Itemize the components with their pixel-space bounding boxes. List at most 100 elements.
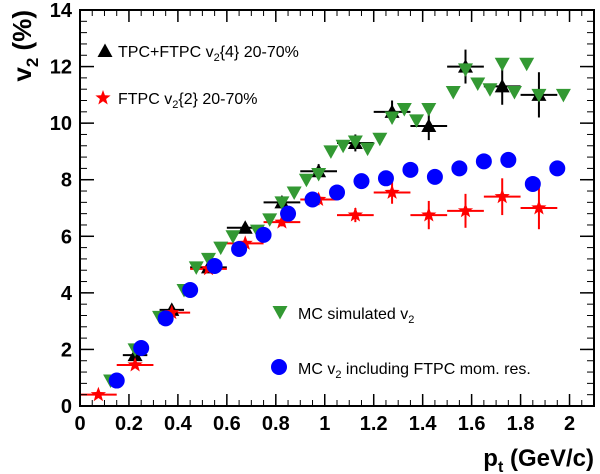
point-mcsim-18 (372, 132, 388, 147)
legend-label-mcres-pre: MC v (298, 361, 335, 378)
point-mcsim-28 (506, 86, 522, 100)
legend-label-mcres-post: including FTPC mom. res. (341, 361, 530, 378)
point-mcsim-16 (347, 135, 363, 150)
legend-label-ftpc-pre: FTPC v (118, 91, 172, 108)
legend-symbol-mcres (271, 359, 287, 375)
point-mcsim-15 (335, 139, 351, 154)
legend-symbol-ftpc (95, 90, 111, 105)
y-tick-label-6: 12 (50, 57, 72, 79)
y-tick-label-0: 0 (61, 396, 72, 418)
axis-ticks (79, 9, 595, 407)
point-mcsim-24 (458, 63, 473, 77)
x-tick-label-0: 0 (74, 413, 85, 435)
point-mcsim-31 (555, 88, 571, 103)
legend-label-tpc-post: {4} 20-70% (220, 44, 299, 61)
point-ftpc-8 (384, 184, 400, 199)
y-axis-title: v2 (%) (7, 10, 42, 82)
point-mcsim-14 (323, 145, 339, 159)
point-mcres-0 (108, 372, 125, 389)
point-mcsim-27 (494, 57, 510, 72)
x-tick-label-8: 1.6 (458, 413, 486, 435)
point-mcsim-23 (445, 86, 461, 100)
point-mcsim-7 (225, 230, 241, 244)
point-mcres-2 (157, 310, 174, 327)
legend-symbol-tpc (97, 43, 113, 57)
point-mcsim-11 (286, 186, 302, 200)
y-axis-title-main: v (7, 67, 37, 82)
legend-label-ftpc-sub: 2 (172, 99, 178, 111)
legend-label-ftpc-post: {2} 20-70% (178, 91, 257, 108)
point-ftpc-7 (347, 207, 363, 222)
point-mcres-11 (377, 170, 394, 187)
x-tick-label-9: 1.8 (507, 413, 535, 435)
point-mcsim-5 (201, 252, 216, 267)
data-markers (90, 57, 571, 402)
tick-labels: 0 0.2 0.4 0.6 0.8 1 1.2 1.4 1.6 1.8 2 0 2 4 6 8 10 12 14 (50, 0, 575, 435)
legend-label-tpc: TPC+FTPC v2{4} 20-70% (118, 44, 299, 64)
x-tick-label-4: 0.8 (262, 413, 290, 435)
point-mcsim-19 (384, 111, 400, 125)
point-mcsim-17 (360, 142, 376, 157)
legend-label-mcsim-pre: MC simulated v (298, 306, 408, 323)
point-mcres-15 (475, 153, 492, 170)
legend-marker-tpc (97, 43, 113, 57)
point-tpc-3 (237, 220, 253, 234)
point-mcsim-22 (421, 103, 437, 117)
x-tick-label-3: 0.6 (213, 413, 241, 435)
point-mcres-3 (182, 282, 199, 299)
legend-label-mcres: MC v2 including FTPC mom. res. (298, 361, 531, 381)
y-axis-title-rest: (%) (7, 10, 37, 58)
point-ftpc-12 (531, 200, 547, 215)
point-mcres-6 (255, 226, 272, 243)
point-ftpc-9 (421, 207, 437, 222)
legend-label-mcsim-sub: 2 (408, 314, 414, 326)
legend-marker-ftpc (95, 90, 111, 105)
point-mcsim-12 (298, 173, 314, 188)
legend-label-mcres-sub: 2 (335, 369, 341, 381)
point-mcres-5 (231, 241, 248, 258)
point-mcsim-10 (274, 196, 290, 210)
x-tick-label-6: 1.2 (360, 413, 388, 435)
point-ftpc-11 (494, 188, 510, 204)
y-tick-label-4: 8 (61, 170, 72, 192)
y-tick-label-1: 2 (61, 339, 72, 361)
point-mcres-7 (280, 205, 297, 222)
point-mcres-18 (549, 160, 566, 177)
x-axis-title-sub: t (498, 459, 504, 474)
legend-marker-mcsim (272, 306, 288, 320)
point-tpc-8 (421, 118, 437, 132)
point-mcsim-6 (213, 241, 229, 256)
y-tick-label-5: 10 (50, 113, 72, 135)
point-mcsim-26 (482, 83, 498, 97)
x-tick-label-1: 0.2 (115, 413, 143, 435)
plot-frame (79, 9, 595, 407)
y-tick-label-7: 14 (50, 0, 73, 22)
legend-entry-mcsim: MC simulated v2 (272, 306, 414, 326)
x-tick-label-5: 1 (319, 413, 330, 435)
point-mcsim-13 (311, 168, 327, 182)
point-ftpc-10 (457, 202, 474, 218)
point-tpc-10 (494, 78, 510, 93)
point-ftpc-4 (237, 235, 253, 250)
point-mcsim-21 (409, 114, 425, 128)
point-mcres-9 (329, 184, 345, 201)
point-mcsim-25 (470, 77, 486, 92)
legend-entry-ftpc: FTPC v2{2} 20-70% (95, 90, 258, 111)
legend-entry-mcres: MC v2 including FTPC mom. res. (271, 359, 531, 381)
point-mcres-12 (402, 161, 419, 178)
legend: TPC+FTPC v2{4} 20-70% FTPC v2{2} 20-70% … (95, 43, 531, 381)
x-tick-label-2: 0.4 (164, 413, 193, 435)
x-tick-label-10: 2 (564, 413, 575, 435)
x-axis-title: pt (GeV/c) (483, 445, 594, 474)
point-mcsim-9 (262, 213, 278, 227)
point-mcsim-20 (396, 103, 412, 117)
legend-label-mcsim: MC simulated v2 (298, 306, 414, 326)
y-axis-title-sub: 2 (23, 58, 42, 67)
point-mcsim-30 (531, 88, 547, 103)
point-ftpc-1 (127, 357, 143, 372)
point-mcsim-4 (188, 261, 204, 275)
point-mcres-8 (304, 191, 321, 208)
x-axis-title-rest: (GeV/c) (503, 445, 594, 472)
point-mcres-17 (524, 175, 541, 192)
